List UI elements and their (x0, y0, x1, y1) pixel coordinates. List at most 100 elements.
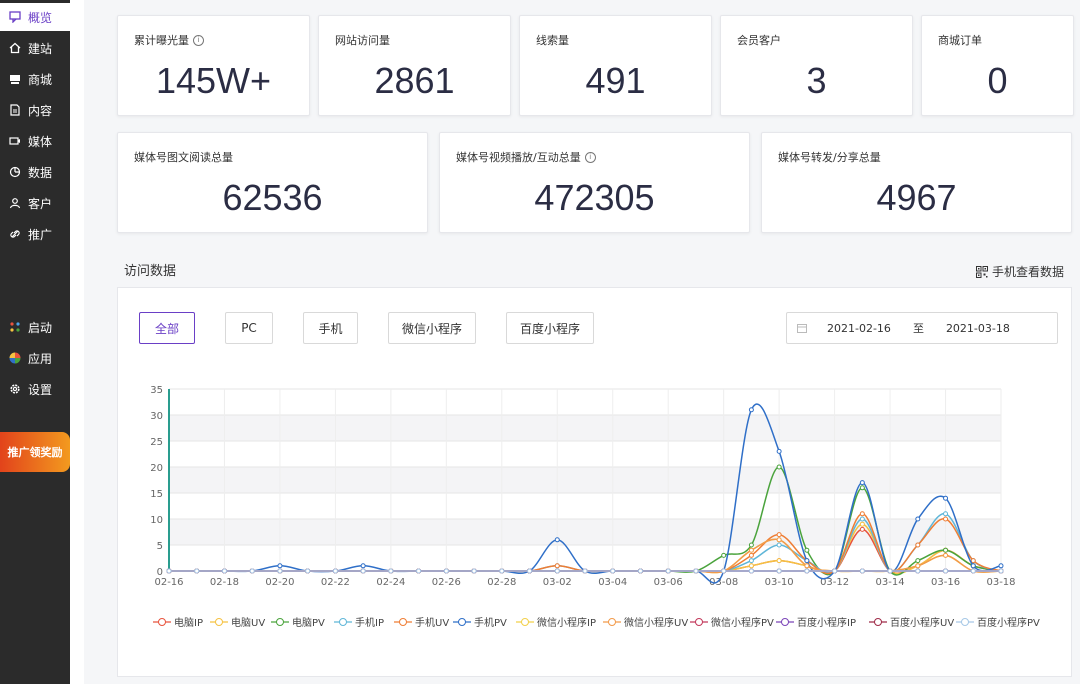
tab-wechat-miniprogram[interactable]: 微信小程序 (388, 312, 476, 344)
data-point (554, 563, 560, 569)
data-point (748, 563, 754, 569)
tab-baidu-miniprogram[interactable]: 百度小程序 (506, 312, 594, 344)
sidebar-item-apps[interactable]: 应用 (0, 344, 70, 372)
legend-label: 手机PV (474, 618, 507, 629)
gear-icon (8, 382, 22, 396)
sidebar-item-media[interactable]: 媒体 (0, 127, 70, 155)
stat-label: 线索量 (536, 34, 569, 47)
y-tick-label: 35 (150, 385, 163, 396)
legend-label: 微信小程序PV (711, 618, 774, 629)
apps-icon (8, 351, 22, 365)
data-point (499, 568, 505, 574)
data-point (943, 552, 949, 558)
legend-label: 百度小程序PV (977, 618, 1040, 629)
sidebar-item-site[interactable]: 建站 (0, 34, 70, 62)
legend-item[interactable]: 电脑IP (153, 614, 203, 629)
promo-banner[interactable]: 推广领奖励 (0, 432, 70, 472)
data-point (693, 568, 699, 574)
sidebar-item-data[interactable]: 数据 (0, 158, 70, 186)
data-point (859, 526, 865, 532)
x-tick-label: 03-12 (820, 577, 849, 588)
data-point (610, 568, 616, 574)
data-point (915, 516, 921, 522)
data-point (887, 568, 893, 574)
sidebar-item-shop[interactable]: 商城 (0, 65, 70, 93)
info-icon[interactable]: i (193, 34, 204, 46)
legend-item[interactable]: 手机IP (334, 614, 384, 629)
data-point (804, 568, 810, 574)
section-title: 访问数据 (124, 264, 177, 279)
home-icon (8, 41, 22, 55)
tab-all[interactable]: 全部 (139, 312, 195, 344)
stat-card-visits: 网站访问量 2861 (318, 15, 511, 116)
legend-item[interactable]: 微信小程序UV (603, 614, 688, 629)
legend-item[interactable]: 电脑UV (210, 614, 265, 629)
sidebar-gap (70, 0, 84, 684)
sidebar-item-overview[interactable]: 概览 (0, 3, 70, 31)
mobile-view-link[interactable]: 手机查看数据 (975, 263, 1064, 280)
x-tick-label: 02-16 (154, 577, 183, 588)
legend-item[interactable]: 电脑PV (271, 614, 325, 629)
data-point (221, 568, 227, 574)
date-end[interactable]: 2021-03-18 (945, 321, 1010, 335)
legend-item[interactable]: 微信小程序IP (516, 614, 596, 629)
x-tick-label: 03-04 (598, 577, 627, 588)
x-tick-label: 02-22 (321, 577, 350, 588)
legend-item[interactable]: 百度小程序UV (869, 614, 954, 629)
tab-pc[interactable]: PC (225, 312, 273, 344)
data-point (776, 464, 782, 470)
data-point (943, 495, 949, 501)
chart-pie-icon (8, 165, 22, 179)
sidebar-item-label: 商城 (28, 72, 53, 87)
date-range-picker[interactable]: 2021-02-16 至 2021-03-18 (786, 312, 1058, 344)
stat-label: 会员客户 (737, 34, 781, 47)
legend-item[interactable]: 微信小程序PV (690, 614, 774, 629)
stat-card-orders: 商城订单 0 (921, 15, 1074, 116)
legend-item[interactable]: 手机PV (453, 614, 507, 629)
shop-icon (8, 72, 22, 86)
stat-label: 网站访问量 (335, 34, 390, 47)
user-icon (8, 196, 22, 210)
data-point (249, 568, 255, 574)
data-point (748, 407, 754, 413)
data-point (748, 547, 754, 553)
data-point (748, 552, 754, 558)
sidebar-item-label: 客户 (28, 196, 53, 211)
sidebar-item-content[interactable]: 内容 (0, 96, 70, 124)
data-point (776, 537, 782, 543)
data-point (194, 568, 200, 574)
legend-item[interactable]: 百度小程序PV (956, 614, 1040, 629)
sidebar-item-settings[interactable]: 设置 (0, 375, 70, 403)
tab-mobile[interactable]: 手机 (303, 312, 358, 344)
link-icon (8, 227, 22, 241)
data-point (471, 568, 477, 574)
sidebar-item-launch[interactable]: 启动 (0, 313, 70, 341)
data-point (776, 542, 782, 548)
data-point (970, 558, 976, 564)
data-point (859, 511, 865, 517)
calendar-icon (797, 324, 807, 333)
legend-label: 微信小程序UV (624, 618, 689, 629)
sidebar-item-label: 设置 (28, 382, 53, 397)
legend-item[interactable]: 百度小程序IP (776, 614, 856, 629)
data-point (388, 568, 394, 574)
data-point (277, 563, 283, 569)
sidebar-item-promote[interactable]: 推广 (0, 220, 70, 248)
data-point (804, 558, 810, 564)
info-icon[interactable]: i (584, 151, 596, 163)
sidebar-item-customer[interactable]: 客户 (0, 189, 70, 217)
stat-label: 商城订单 (938, 34, 982, 47)
data-point (721, 568, 727, 574)
data-point (915, 563, 921, 569)
legend-item[interactable]: 手机UV (394, 614, 449, 629)
data-point (443, 568, 449, 574)
data-point (776, 448, 782, 454)
data-point (277, 568, 283, 574)
x-tick-label: 03-06 (654, 577, 683, 588)
date-start[interactable]: 2021-02-16 (827, 321, 891, 335)
data-point (776, 568, 782, 574)
legend-label: 电脑PV (292, 618, 325, 629)
data-point (859, 516, 865, 522)
legend-label: 微信小程序IP (537, 618, 596, 629)
x-tick-label: 02-28 (487, 577, 516, 588)
